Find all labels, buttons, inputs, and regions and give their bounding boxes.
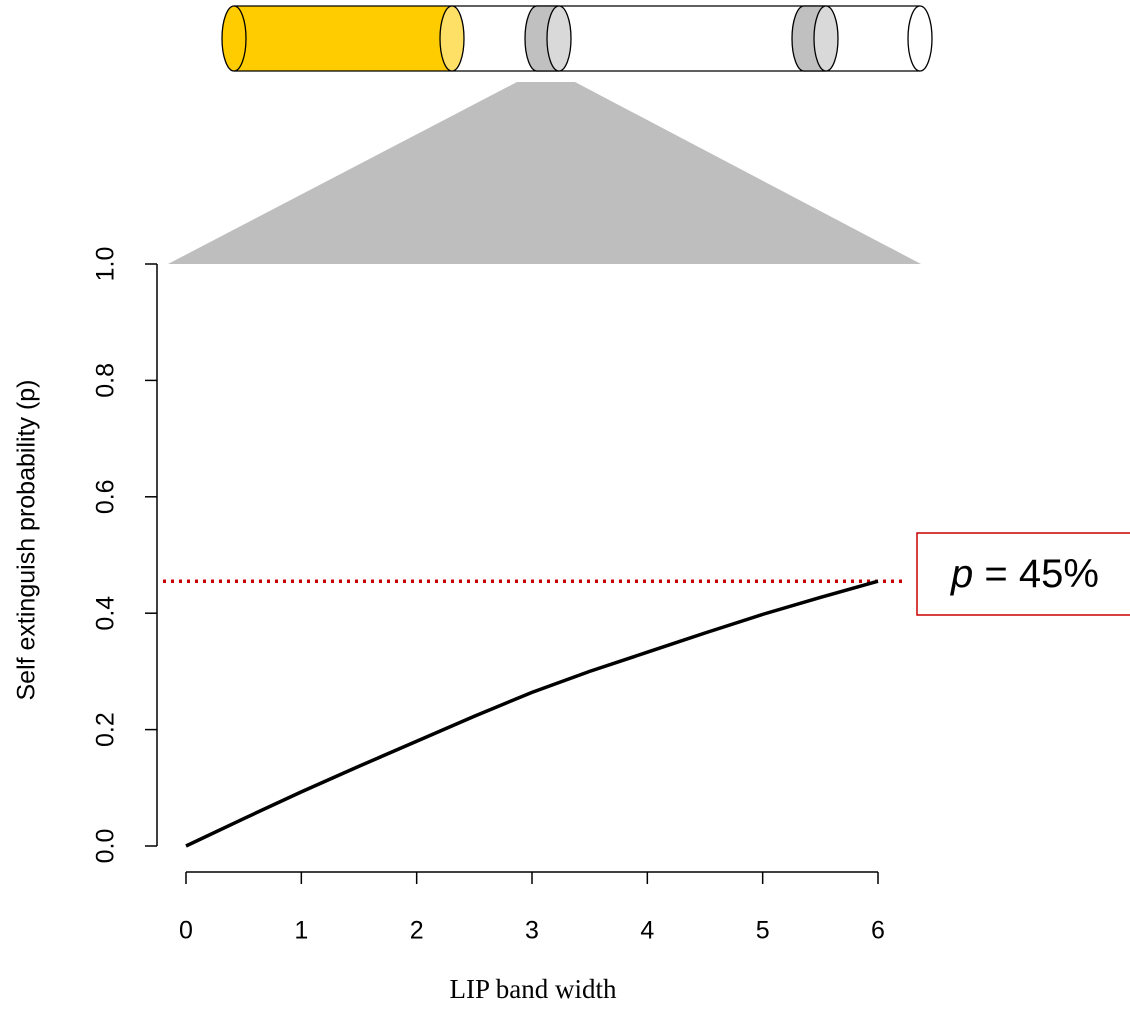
data-line [185, 579, 879, 848]
y-tick-label: 0.4 [92, 596, 120, 631]
annotation-symbol: p [950, 552, 973, 596]
x-axis-label: LIP band width [450, 974, 617, 1004]
annotation: p = 45% [950, 552, 1099, 596]
y-tick-label: 0.0 [92, 829, 120, 864]
annotation-text: = 45% [984, 552, 1099, 596]
annotation-box [916, 532, 1130, 616]
x-tick-label: 5 [756, 917, 770, 945]
y-tick-label: 0.6 [92, 479, 120, 514]
y-tick-label: 1.0 [92, 247, 120, 282]
x-tick-label: 4 [640, 917, 654, 945]
x-tick-label: 0 [179, 917, 193, 945]
x-tick-label: 2 [410, 917, 424, 945]
x-tick-label: 6 [871, 917, 885, 945]
x-tick-label: 1 [294, 917, 308, 945]
zoom-wedge [168, 82, 921, 264]
cylinder-illustration [221, 5, 933, 72]
y-tick-label: 0.2 [92, 712, 120, 747]
x-tick-label: 3 [525, 917, 539, 945]
y-tick-label: 0.8 [92, 363, 120, 398]
y-axis-label: Self extinguish probability (p) [13, 380, 41, 701]
